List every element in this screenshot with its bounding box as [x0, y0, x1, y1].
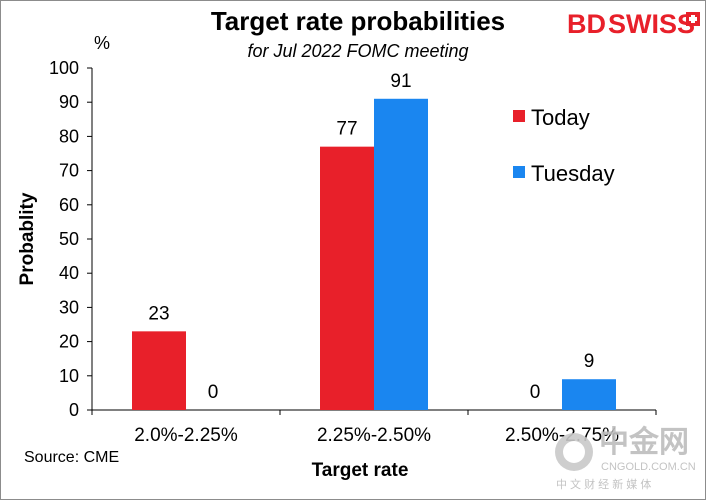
- category-label: 2.0%-2.25%: [134, 425, 238, 446]
- bars-group: [132, 98, 616, 410]
- watermark-domain: CNGOLD.COM.CN: [601, 461, 696, 473]
- y-tick-label: 40: [59, 263, 79, 283]
- data-label-tuesday-1: 0: [208, 382, 219, 403]
- x-axis-ticks: [91, 410, 657, 415]
- category-label: 2.25%-2.50%: [317, 425, 431, 446]
- source-note: Source: CME: [24, 449, 119, 466]
- y-tick-label: 20: [59, 332, 79, 352]
- y-axis-title: Probablity: [17, 192, 38, 285]
- data-labels-group: 23 0 77 91 0 9: [148, 71, 594, 403]
- legend: Today Tuesday: [513, 105, 615, 186]
- y-axis-ticks: 0 10 20 30 40 50 60 70 80 90 100: [49, 58, 92, 420]
- y-tick-label: 60: [59, 195, 79, 215]
- watermark-name: 中金网: [599, 425, 689, 460]
- data-label-today-3: 0: [530, 382, 541, 403]
- y-tick-label: 80: [59, 126, 79, 146]
- y-unit-label: %: [94, 33, 110, 53]
- swiss-cross-icon: [686, 12, 700, 26]
- data-label-tuesday-2: 91: [390, 71, 411, 92]
- y-tick-label: 70: [59, 161, 79, 181]
- chart-subtitle: for Jul 2022 FOMC meeting: [247, 41, 468, 61]
- brand-logo-bd: BD: [567, 9, 606, 39]
- bar-tuesday-3: [562, 379, 616, 410]
- bar-today-1: [132, 331, 186, 410]
- legend-swatch-tuesday: [513, 166, 525, 178]
- category-labels-group: 2.0%-2.25% 2.25%-2.50% 2.50%-2.75%: [134, 425, 619, 446]
- y-tick-label: 0: [69, 400, 79, 420]
- y-tick-label: 50: [59, 229, 79, 249]
- y-tick-label: 90: [59, 92, 79, 112]
- watermark-tagline: 中 文 财 经 新 媒 体: [556, 477, 651, 491]
- bar-today-2: [320, 146, 374, 410]
- y-tick-label: 30: [59, 297, 79, 317]
- watermark: 中金网 CNGOLD.COM.CN 中 文 财 经 新 媒 体: [555, 425, 696, 491]
- category-label: 2.50%-2.75%: [505, 425, 619, 446]
- y-tick-label: 10: [59, 366, 79, 386]
- watermark-coin-inner-icon: [563, 441, 585, 463]
- brand-logo-swiss: SWISS: [608, 9, 695, 39]
- chart-title: Target rate probabilities: [211, 6, 505, 36]
- legend-label-today: Today: [531, 105, 590, 130]
- y-tick-label: 100: [49, 58, 79, 78]
- data-label-today-2: 77: [336, 119, 357, 140]
- x-axis-title: Target rate: [312, 460, 409, 481]
- brand-logo: BD SWISS: [567, 9, 700, 39]
- legend-label-tuesday: Tuesday: [531, 161, 615, 186]
- data-label-today-1: 23: [148, 303, 169, 324]
- bar-tuesday-2: [374, 98, 428, 410]
- legend-swatch-today: [513, 110, 525, 122]
- data-label-tuesday-3: 9: [584, 351, 595, 372]
